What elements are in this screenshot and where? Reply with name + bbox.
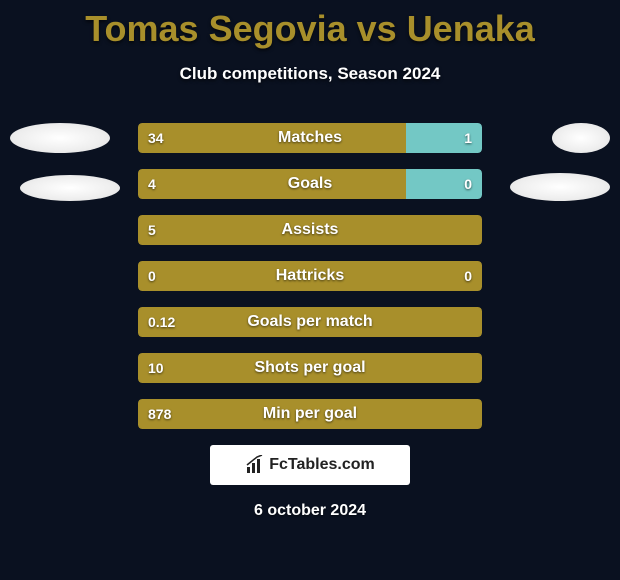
- brand-text: FcTables.com: [269, 456, 375, 474]
- avatar-left-2: [20, 175, 120, 201]
- page-title: Tomas Segovia vs Uenaka: [0, 0, 620, 50]
- avatar-right-2: [510, 173, 610, 201]
- avatar-left-1: [10, 123, 110, 153]
- bar-label: Goals: [138, 169, 482, 199]
- bar-label: Min per goal: [138, 399, 482, 429]
- bar-row: 0.12Goals per match: [138, 307, 482, 337]
- brand-logo-icon: [245, 455, 265, 475]
- brand-box: FcTables.com: [210, 445, 410, 485]
- comparison-bars: 341Matches 40Goals 5Assists 00Hattricks 0.12…: [138, 123, 482, 445]
- bar-label: Hattricks: [138, 261, 482, 291]
- bar-row: 341Matches: [138, 123, 482, 153]
- avatar-right-1: [552, 123, 610, 153]
- bar-label: Goals per match: [138, 307, 482, 337]
- subtitle: Club competitions, Season 2024: [0, 64, 620, 84]
- bar-row: 40Goals: [138, 169, 482, 199]
- bar-row: 878Min per goal: [138, 399, 482, 429]
- bar-row: 10Shots per goal: [138, 353, 482, 383]
- bar-row: 00Hattricks: [138, 261, 482, 291]
- bar-label: Assists: [138, 215, 482, 245]
- bar-label: Matches: [138, 123, 482, 153]
- bar-row: 5Assists: [138, 215, 482, 245]
- bar-label: Shots per goal: [138, 353, 482, 383]
- date-text: 6 october 2024: [0, 502, 620, 520]
